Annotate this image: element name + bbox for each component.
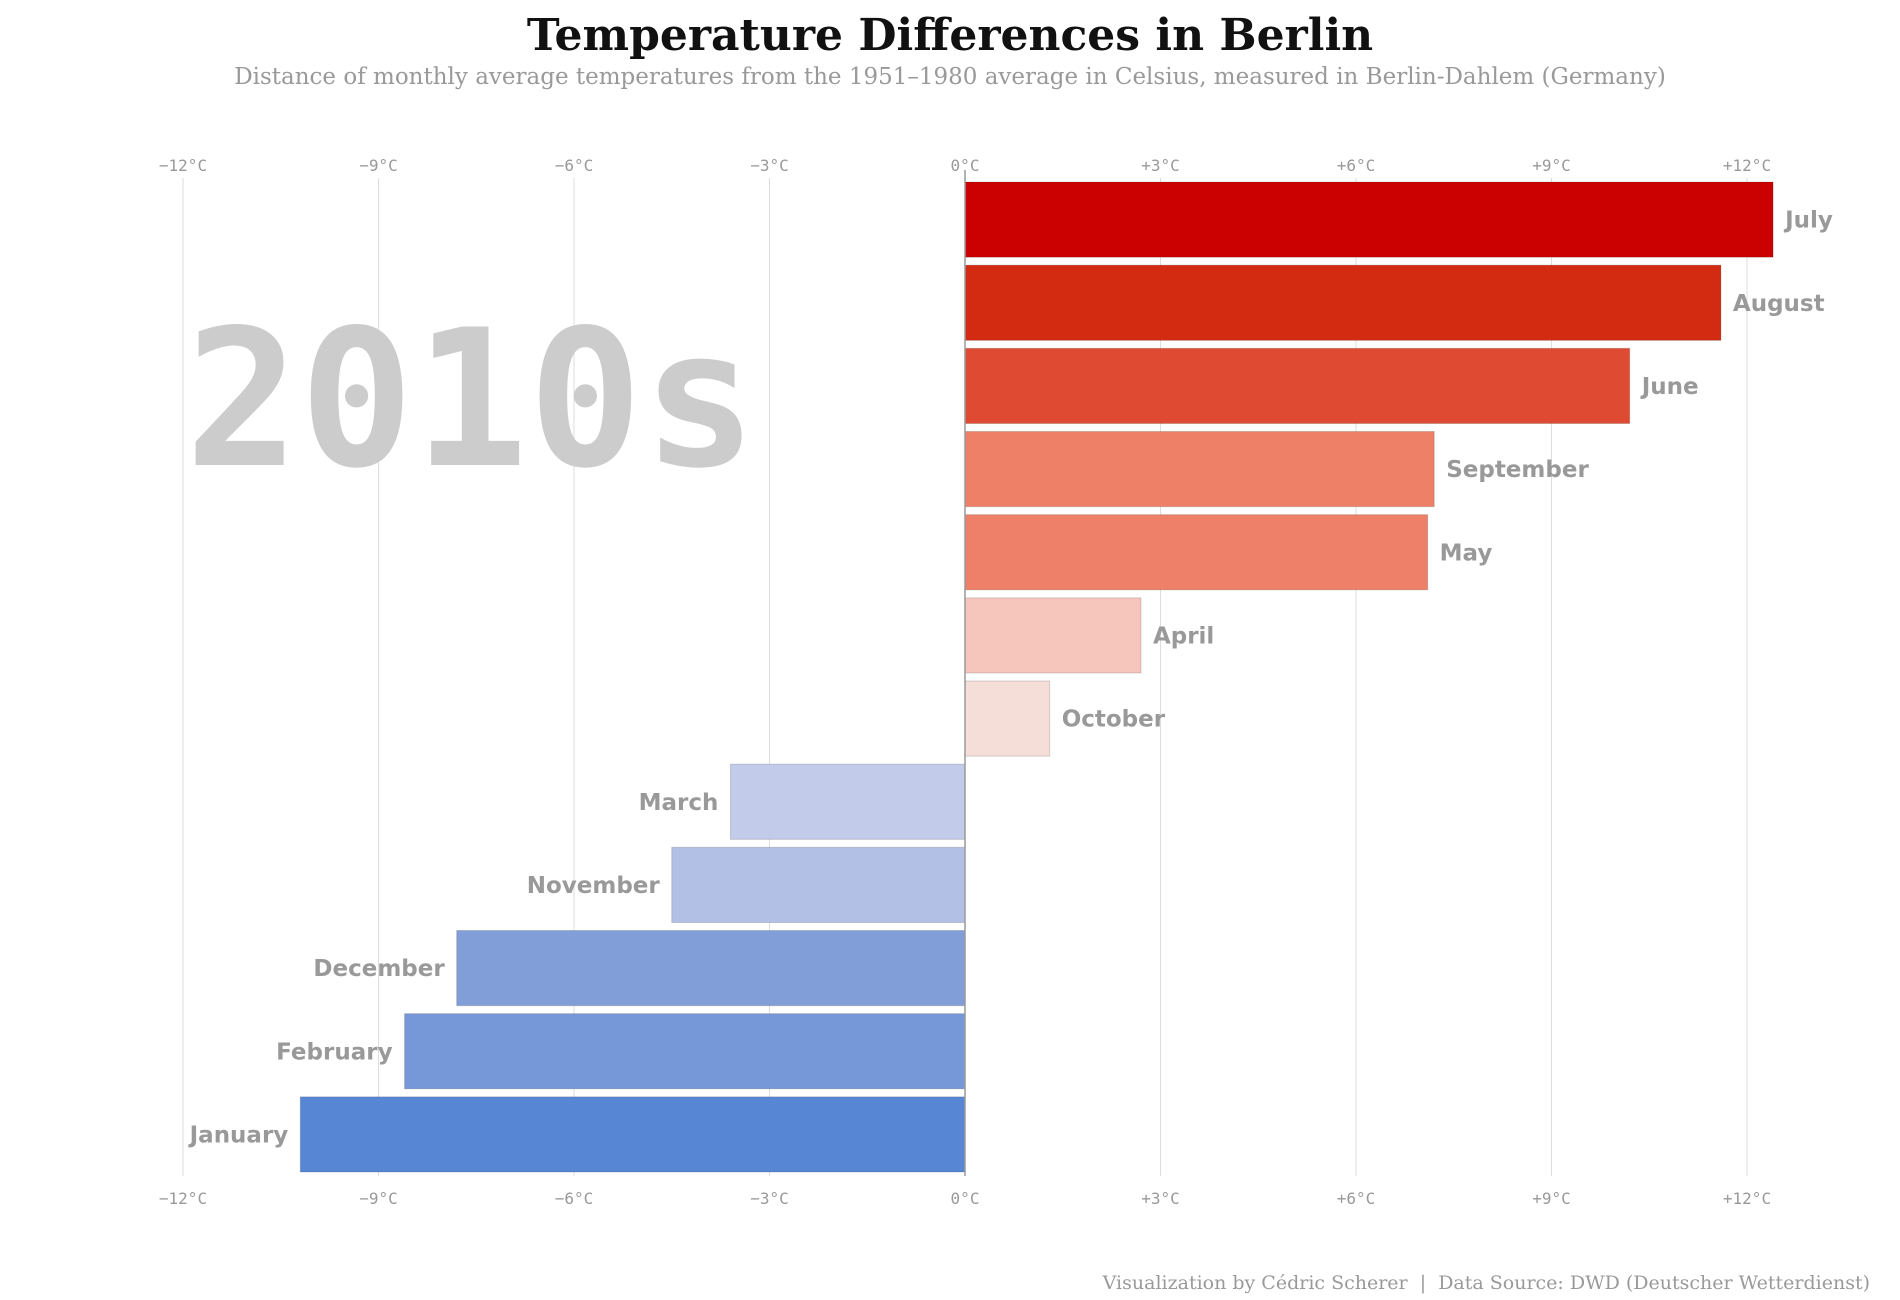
bar-march <box>729 763 966 840</box>
bar-label-october: October <box>1062 707 1166 733</box>
bar-label-march: March <box>639 790 719 816</box>
x-tick-label-bottom: −6°C <box>555 1189 594 1208</box>
x-tick-label-top: +9°C <box>1532 156 1571 175</box>
x-tick-label-top: +6°C <box>1337 156 1376 175</box>
bar-september <box>964 431 1435 508</box>
bar-label-september: September <box>1446 457 1589 483</box>
x-tick-label-top: −12°C <box>159 156 207 175</box>
bar-august <box>964 264 1722 341</box>
x-tick-label-top: +3°C <box>1141 156 1180 175</box>
x-tick-label-bottom: +3°C <box>1141 1189 1180 1208</box>
x-tick-label-bottom: −3°C <box>750 1189 789 1208</box>
x-tick-label-bottom: −12°C <box>159 1189 207 1208</box>
x-axis-top: −12°C −9°C −6°C −3°C 0°C +3°C +6°C +9°C +12°C <box>159 156 1771 175</box>
bar-april <box>964 597 1142 674</box>
bar-may <box>964 514 1429 591</box>
bar-label-april: April <box>1153 623 1214 649</box>
x-tick-label-top: −9°C <box>359 156 398 175</box>
bar-label-may: May <box>1440 540 1493 566</box>
bars <box>299 181 1774 1173</box>
bar-label-february: February <box>276 1039 392 1065</box>
x-tick-label-bottom: +12°C <box>1723 1189 1771 1208</box>
bar-june <box>964 347 1631 425</box>
x-axis-bottom: −12°C −9°C −6°C −3°C 0°C +3°C +6°C +9°C +12°C <box>159 1189 1771 1208</box>
x-tick-label-top: +12°C <box>1723 156 1771 175</box>
chart-subtitle: Distance of monthly average temperatures… <box>234 64 1666 90</box>
bar-november <box>671 846 966 923</box>
x-tick-label-bottom: −9°C <box>359 1189 398 1208</box>
bar-label-january: January <box>188 1122 289 1148</box>
bar-labels: July August June September May April October Ma… <box>188 208 1833 1149</box>
bar-label-august: August <box>1733 291 1825 317</box>
caption: Visualization by Cédric Scherer | Data S… <box>1102 1272 1870 1294</box>
decade-label: 2010s <box>185 289 757 510</box>
bar-february <box>404 1013 966 1090</box>
bar-january <box>299 1096 966 1173</box>
chart-title: Temperature Differences in Berlin <box>526 10 1374 61</box>
bar-october <box>964 680 1051 757</box>
x-tick-label-bottom: +6°C <box>1337 1189 1376 1208</box>
x-tick-label-top: −6°C <box>555 156 594 175</box>
bar-label-november: November <box>527 873 661 899</box>
bar-label-july: July <box>1783 208 1833 234</box>
bar-july <box>964 181 1774 258</box>
x-tick-label-bottom: 0°C <box>951 1189 980 1208</box>
bar-label-june: June <box>1640 374 1699 400</box>
x-tick-label-top: 0°C <box>951 156 980 175</box>
x-tick-label-top: −3°C <box>750 156 789 175</box>
bar-december <box>456 930 966 1007</box>
x-tick-label-bottom: +9°C <box>1532 1189 1571 1208</box>
bar-label-december: December <box>313 956 445 982</box>
